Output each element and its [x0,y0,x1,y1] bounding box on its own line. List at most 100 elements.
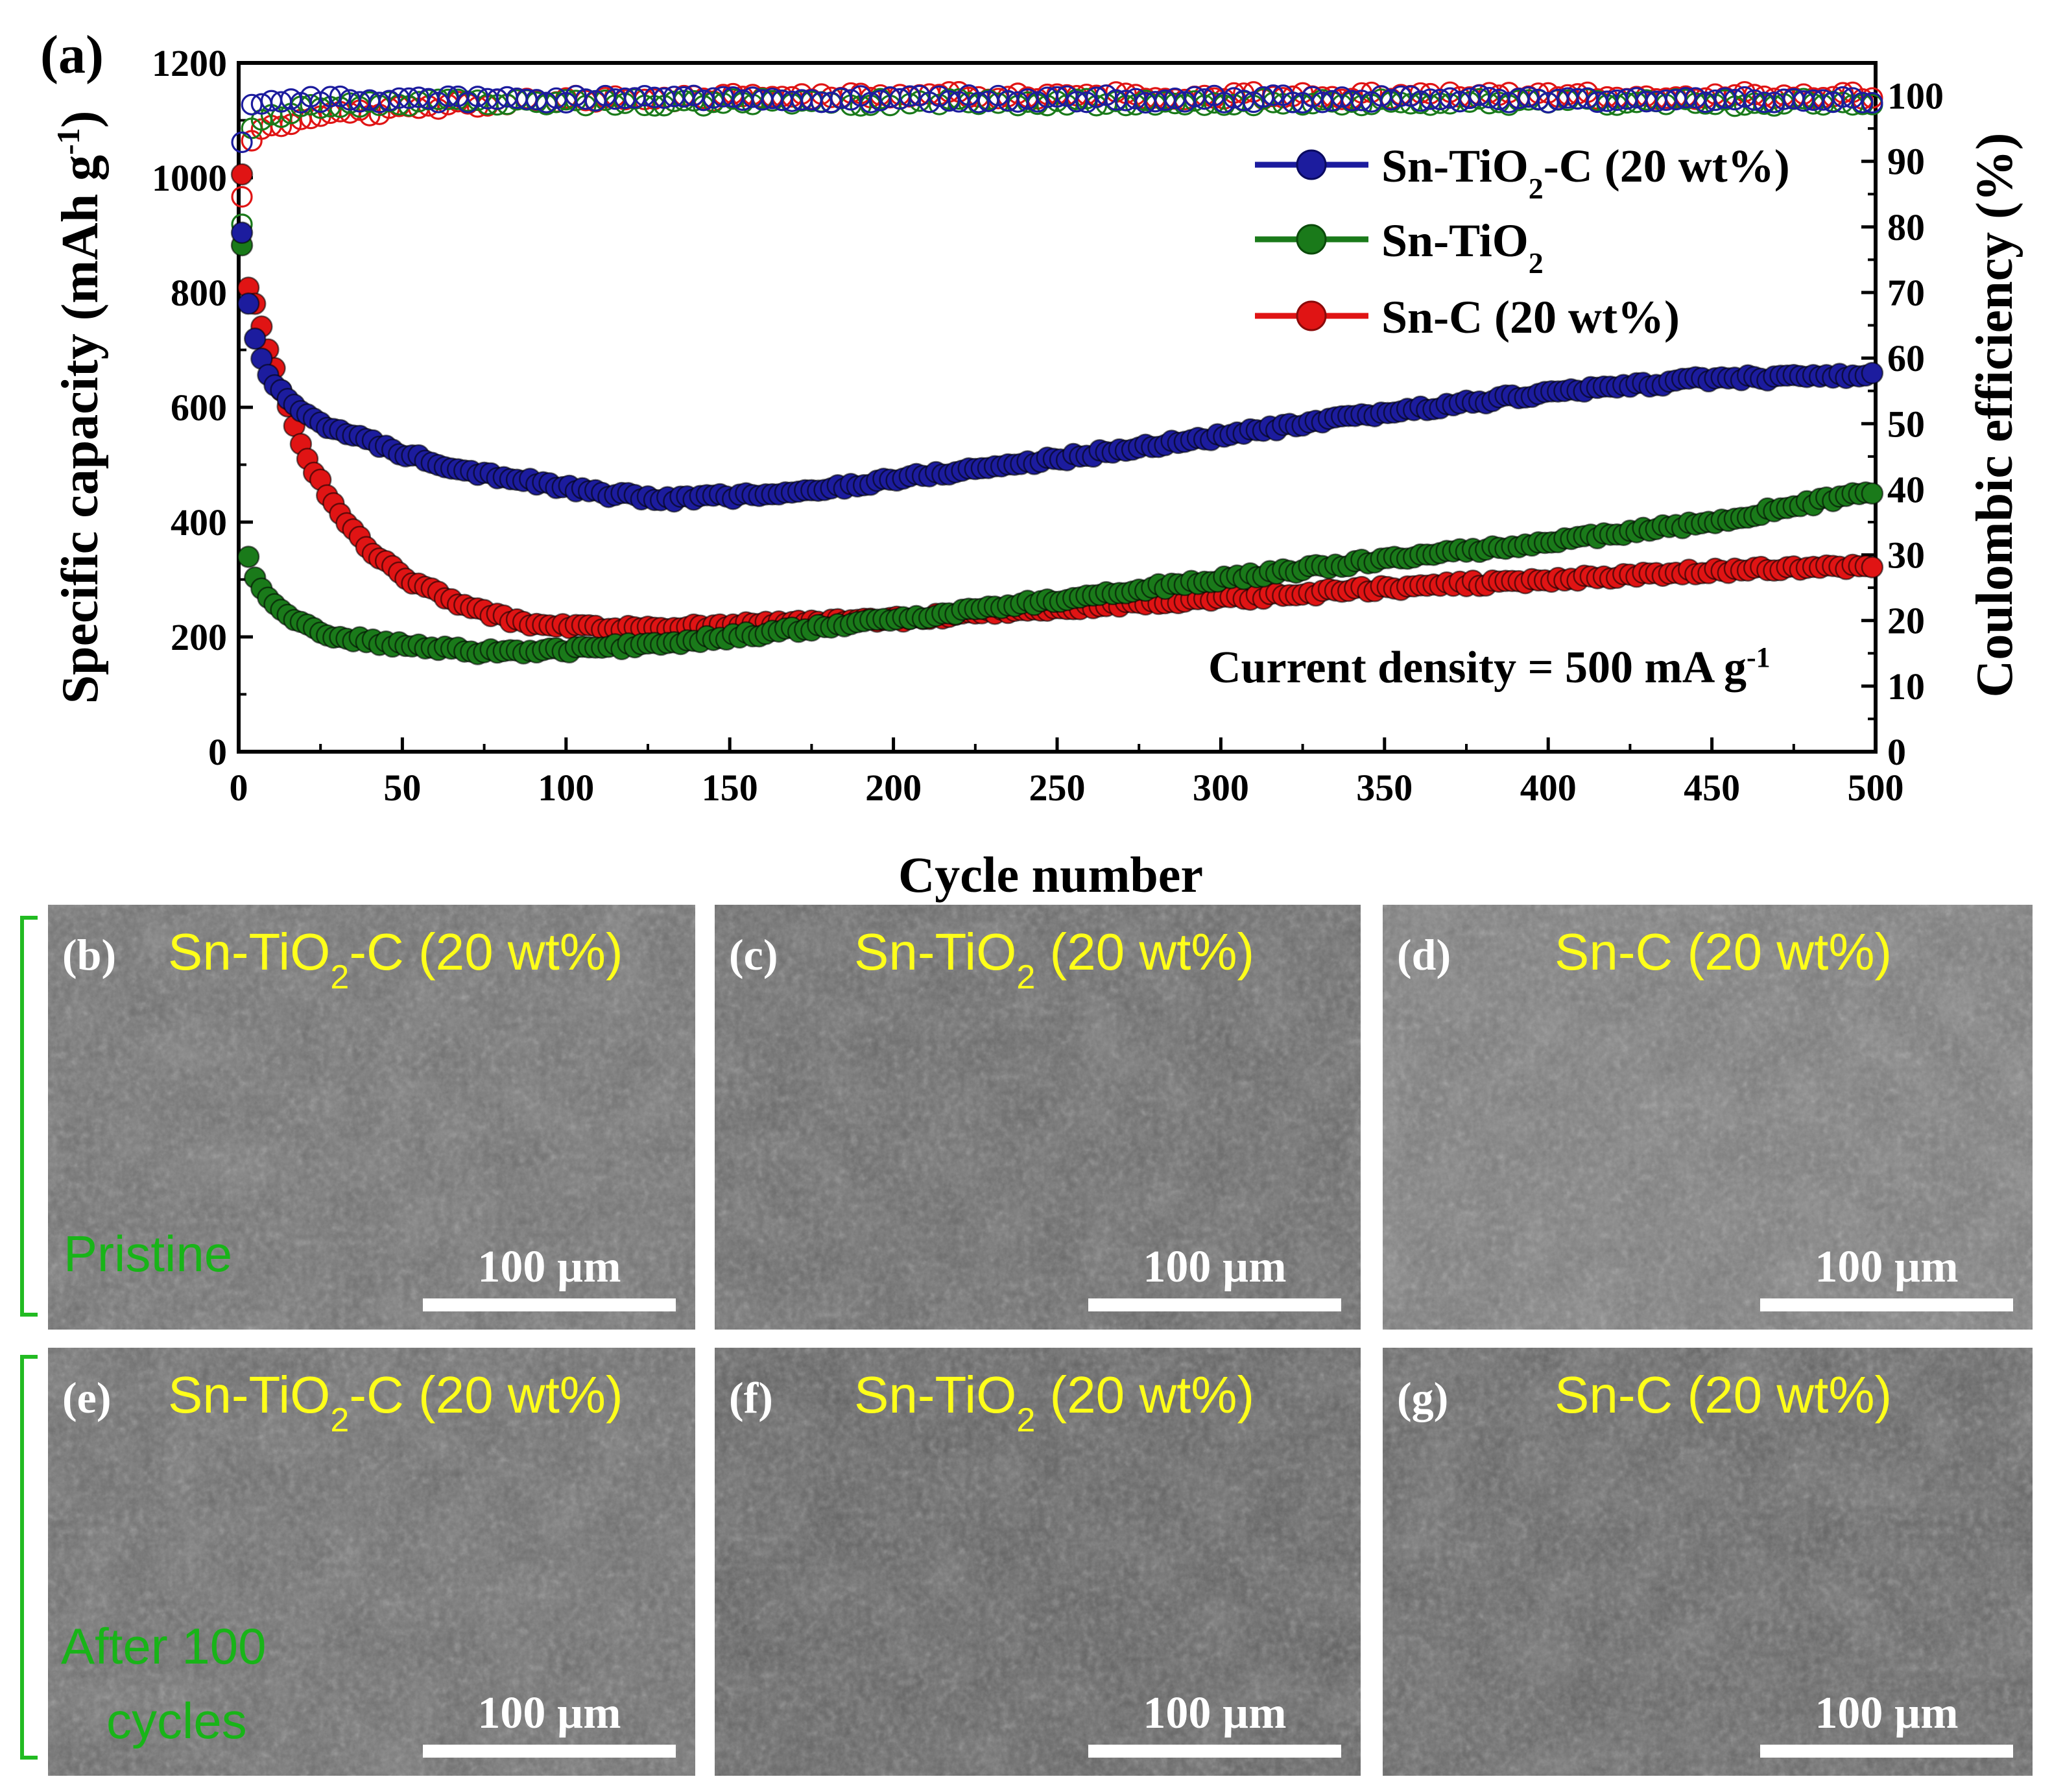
after-cycles-label-line1: After 100 [61,1618,267,1675]
ce-point [1066,91,1088,113]
x-tick-label: 50 [383,767,421,809]
sem-image-texture-fine [1383,1348,2033,1776]
ce-point [565,85,587,107]
scale-bar-label: 100 µm [1815,1688,1958,1738]
x-tick-label: 350 [1356,767,1413,809]
ce-point [231,185,253,208]
y-left-tick-label: 1000 [152,157,227,199]
ce-point [1478,86,1500,109]
scale-bar-label: 100 µm [477,1688,621,1738]
capacity-point [237,545,260,568]
y-right-tick-label: 10 [1887,665,1925,708]
y-left-tick-label: 600 [171,387,227,429]
ce-point [1223,87,1245,109]
y-right-tick-label: 30 [1887,534,1925,577]
ce-point [1350,90,1373,112]
y-left-tick-label: 800 [171,272,227,314]
scale-bar-label: 100 µm [1143,1688,1286,1738]
ce-point [1675,87,1697,109]
ce-point [1831,86,1854,108]
x-tick-label: 500 [1848,767,1904,809]
sem-panel-d: (d) Sn-C (20 wt%) 100 µm [1383,905,2033,1330]
ce-point [1861,91,1883,114]
ce-series-0 [231,84,1883,153]
x-tick-label: 400 [1520,767,1577,809]
y-right-tick-label: 70 [1887,272,1925,314]
sem-image-grid: (b) Sn-TiO2-C (20 wt%) 100 µm (c) Sn-TiO2 (2… [48,905,2033,1776]
sem-panel-label: (d) [1397,930,1451,979]
y-left-tick-label: 1200 [152,42,227,84]
x-tick-label: 200 [865,767,922,809]
scale-bar-label: 100 µm [1815,1242,1958,1292]
y-left-tick-label: 400 [171,501,227,544]
sem-panel-e: (e) Sn-TiO2-C (20 wt%) 100 µm [48,1348,695,1776]
ce-point [1537,91,1559,113]
legend-entry-sn-tio2: Sn-TiO2 [1255,215,1544,280]
ce-point [1311,91,1333,113]
ce-point [1842,87,1864,109]
ce-point [368,91,390,113]
ce-point [1243,91,1265,113]
ce-point [1075,91,1098,113]
x-tick-label: 100 [538,767,594,809]
sem-sample-title: Sn-TiO2 (20 wt%) [854,1366,1254,1439]
scale-bar-label: 100 µm [477,1242,621,1292]
sem-panel-c: (c) Sn-TiO2 (20 wt%) 100 µm [715,905,1361,1330]
ce-point [1262,84,1284,106]
svg-text:Sn-C (20 wt%): Sn-C (20 wt%) [1381,291,1680,343]
sem-image-texture-fine [1383,905,2033,1330]
sem-sample-title: Sn-TiO2-C (20 wt%) [168,923,623,996]
scale-bar [1088,1745,1341,1758]
sem-panel-label: (c) [729,930,778,979]
y-left-tick-label: 200 [171,616,227,658]
sem-sample-title: Sn-C (20 wt%) [1555,1366,1892,1424]
scale-bar [1088,1298,1341,1311]
y-right-tick-label: 90 [1887,141,1925,183]
sem-image-texture-fine [48,1348,695,1776]
y-right-tick-label: 80 [1887,206,1925,248]
capacity-point [237,292,260,315]
sem-image-texture-fine [715,1348,1361,1776]
ce-point [1027,91,1049,113]
x-tick-label: 250 [1029,767,1086,809]
ce-point [437,85,459,107]
scale-bar [423,1298,676,1311]
pristine-label: Pristine [64,1225,232,1282]
sem-panel-b: (b) Sn-TiO2-C (20 wt%) 100 µm [48,905,695,1330]
legend-entry-sn-c: Sn-C (20 wt%) [1255,291,1680,343]
sem-panel-label: (f) [729,1373,773,1422]
ce-point [1282,91,1304,113]
ce-point [1852,91,1874,113]
capacity-point [243,327,267,350]
pristine-bracket [20,916,38,1317]
capacity-series-1 [230,233,1884,665]
sem-panel-label: (b) [62,930,116,979]
ce-point [408,86,430,108]
capacity-point [1861,482,1884,505]
ce-point [1518,86,1540,108]
svg-text:Sn-TiO2-C (20 wt%): Sn-TiO2-C (20 wt%) [1381,140,1790,205]
ce-point [968,91,990,113]
current-density-annotation: Current density = 500 mA g-1 [1208,641,1771,693]
y-right-axis-ticks: 0 10 20 30 40 50 60 70 80 90 100 [1861,75,1944,773]
sem-image-texture-fine [48,905,695,1330]
capacity-point [230,163,254,186]
y-left-axis-label: Specific capacity (mAh g-1) [50,111,109,704]
ce-point [1694,91,1717,113]
y-right-axis-label: Coulombic efficiency (%) [1966,133,2023,698]
ce-point [938,90,960,112]
capacity-point [1861,556,1884,579]
sem-panel-f: (f) Sn-TiO2 (20 wt%) 100 µm [715,1348,1361,1776]
ce-point [987,84,1009,107]
x-tick-label: 0 [230,767,248,809]
ce-point [270,106,292,128]
ce-point [928,85,950,107]
ce-point [329,85,352,108]
ce-point [231,131,253,153]
sem-sample-title: Sn-C (20 wt%) [1555,923,1892,981]
ce-point [1822,91,1844,113]
scale-bar [423,1745,676,1758]
ce-point [1498,91,1520,113]
legend-entry-sn-tio2-c: Sn-TiO2-C (20 wt%) [1255,140,1790,205]
y-right-tick-label: 0 [1887,731,1906,773]
